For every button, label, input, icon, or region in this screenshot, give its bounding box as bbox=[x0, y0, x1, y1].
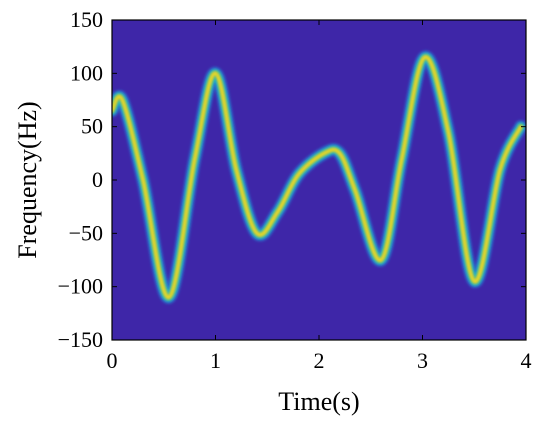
ridge-point bbox=[214, 72, 216, 74]
ridge-line-layer-4 bbox=[112, 56, 522, 299]
y-tick-label: 50 bbox=[81, 114, 103, 139]
ridge-point bbox=[121, 99, 123, 101]
y-tick-label: 150 bbox=[70, 7, 103, 32]
y-tick-label: −100 bbox=[58, 274, 103, 299]
ridge-point bbox=[473, 280, 475, 282]
y-tick-label: −150 bbox=[58, 327, 103, 352]
ridge-point bbox=[168, 296, 170, 298]
x-axis-title: Time(s) bbox=[278, 387, 359, 416]
x-tick-label: 1 bbox=[210, 348, 221, 373]
ridge-point bbox=[142, 179, 144, 181]
ridge-point bbox=[256, 232, 258, 234]
ridge-point bbox=[447, 131, 449, 133]
x-tick-label: 4 bbox=[521, 348, 532, 373]
ridge-point bbox=[194, 157, 196, 159]
ridge-point bbox=[297, 173, 299, 175]
ridge-point bbox=[380, 259, 382, 261]
y-tick-label: 0 bbox=[92, 167, 103, 192]
x-tick-label: 0 bbox=[107, 348, 118, 373]
ridge-point bbox=[499, 168, 501, 170]
ridge-point bbox=[354, 189, 356, 191]
y-tick-label: 100 bbox=[70, 60, 103, 85]
ridge-point bbox=[339, 152, 341, 154]
ridge-point bbox=[401, 157, 403, 159]
ridge-point bbox=[323, 152, 325, 154]
y-axis-title: Frequency(Hz) bbox=[13, 101, 42, 258]
y-tick-label: −50 bbox=[69, 220, 103, 245]
ridge-point bbox=[235, 168, 237, 170]
ridge-series bbox=[112, 50, 526, 304]
x-tick-label: 3 bbox=[417, 348, 428, 373]
x-tick-label: 2 bbox=[314, 348, 325, 373]
ridge-point bbox=[276, 211, 278, 213]
ridge-point bbox=[423, 56, 425, 58]
